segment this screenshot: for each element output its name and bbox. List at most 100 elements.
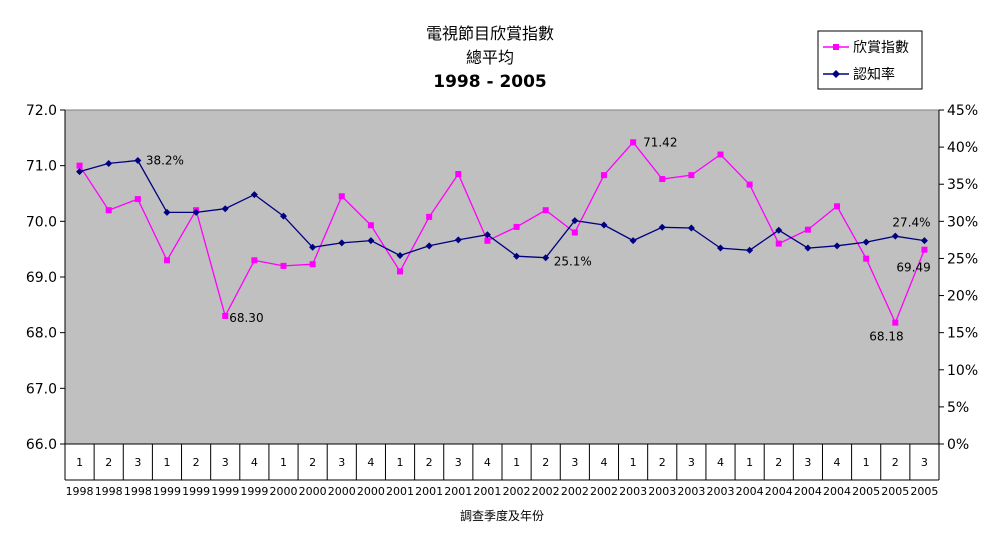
x-tick-quarter: 1 (397, 456, 404, 469)
point-awareness (542, 254, 550, 262)
x-tick-quarter: 2 (105, 456, 112, 469)
point-appreciation (397, 268, 404, 275)
x-tick-year: 2000 (299, 485, 327, 498)
x-tick-quarter: 1 (513, 456, 520, 469)
legend-marker-appreciation (833, 44, 839, 50)
x-tick-quarter: 1 (863, 456, 870, 469)
point-awareness (775, 226, 783, 234)
x-tick-year: 2003 (707, 485, 735, 498)
x-tick-quarter: 4 (484, 456, 491, 469)
y2-tick-label: 10% (947, 363, 978, 379)
x-tick-quarter: 1 (76, 456, 83, 469)
x-tick-year: 2002 (503, 485, 531, 498)
y-tick-label: 71.0 (26, 159, 57, 175)
y2-tick-label: 25% (947, 251, 978, 267)
data-label: 27.4% (892, 216, 930, 230)
point-awareness (920, 237, 928, 245)
data-label: 71.42 (643, 135, 677, 149)
x-tick-year: 1999 (240, 485, 268, 498)
point-awareness (192, 208, 200, 216)
point-awareness (425, 242, 433, 250)
chart-period: 1998 - 2005 (433, 72, 547, 92)
point-awareness (396, 251, 404, 259)
y2-tick-label: 5% (947, 400, 969, 416)
point-awareness (717, 244, 724, 252)
point-awareness (571, 217, 579, 225)
point-awareness (134, 156, 142, 164)
x-tick-quarter: 3 (804, 456, 811, 469)
point-appreciation (251, 257, 258, 264)
x-tick-year: 2000 (270, 485, 298, 498)
point-appreciation (513, 223, 520, 230)
point-awareness (280, 212, 287, 220)
x-tick-year: 1998 (95, 485, 123, 498)
x-tick-quarter: 4 (834, 456, 841, 469)
x-tick-year: 2000 (357, 485, 385, 498)
point-awareness (804, 244, 812, 252)
data-label: 25.1% (554, 255, 592, 269)
point-awareness (687, 224, 695, 232)
y-axis-left: 66.0 67.0 68.0 69.0 70.0 71.0 72.0 (26, 103, 66, 453)
x-tick-year: 1999 (211, 485, 239, 498)
point-awareness (600, 221, 608, 229)
x-axis-table: 1 1998 2 1998 3 1998 1 1999 2 1999 3 1999 4 1999 1 2000… (64, 443, 940, 498)
point-awareness (250, 191, 258, 199)
point-appreciation (863, 255, 870, 262)
point-awareness (862, 238, 870, 246)
point-awareness (105, 159, 113, 167)
y2-tick-label: 0% (947, 437, 969, 453)
point-appreciation (309, 261, 316, 268)
x-tick-year: 2005 (881, 485, 909, 498)
data-label: 69.49 (896, 261, 930, 275)
x-tick-year: 1998 (66, 485, 94, 498)
x-tick-year: 2002 (532, 485, 560, 498)
x-tick-quarter: 2 (309, 456, 316, 469)
x-tick-year: 1998 (124, 485, 152, 498)
point-awareness (309, 243, 317, 251)
point-appreciation (630, 139, 637, 146)
point-appreciation (688, 172, 695, 179)
data-label: 68.18 (869, 330, 903, 344)
point-appreciation (892, 319, 899, 326)
x-tick-quarter: 1 (280, 456, 287, 469)
x-tick-year: 2004 (736, 485, 764, 498)
legend-box (817, 30, 923, 90)
chart-title-block: 電視節目欣賞指數 總平均 1998 - 2005 (340, 22, 640, 94)
point-appreciation (717, 151, 724, 158)
y2-tick-label: 30% (947, 214, 978, 230)
series-line-appreciation (79, 141, 926, 325)
x-tick-year: 1999 (182, 485, 210, 498)
x-tick-quarter: 4 (600, 456, 607, 469)
point-awareness (454, 236, 462, 244)
x-tick-quarter: 2 (659, 456, 666, 469)
y-tick-label: 70.0 (26, 214, 57, 230)
data-label: 38.2% (146, 153, 184, 167)
x-tick-quarter: 2 (426, 456, 433, 469)
point-appreciation (571, 229, 578, 236)
y-tick-label: 69.0 (26, 270, 57, 286)
y-tick-label: 67.0 (26, 381, 57, 397)
point-awareness (483, 231, 491, 239)
point-appreciation (921, 246, 928, 253)
point-awareness (746, 246, 754, 254)
series-line-awareness (79, 159, 925, 259)
chart-subtitle: 總平均 (465, 48, 514, 67)
y-axis-right: 0% 5% 10% 15% 20% 25% 30% 35% 40% 45% (938, 103, 978, 453)
x-axis-title: 調查季度及年份 (460, 508, 544, 523)
x-tick-year: 2003 (677, 485, 705, 498)
x-tick-quarter: 2 (775, 456, 782, 469)
x-tick-year: 2004 (765, 485, 793, 498)
point-appreciation (775, 240, 782, 247)
x-tick-quarter: 3 (222, 456, 229, 469)
x-tick-year: 2001 (386, 485, 414, 498)
x-tick-year: 2004 (823, 485, 851, 498)
x-tick-year: 2001 (444, 485, 472, 498)
point-appreciation (105, 207, 112, 214)
point-awareness (891, 232, 899, 240)
point-awareness (513, 252, 521, 260)
x-tick-quarter: 2 (542, 456, 549, 469)
x-tick-year: 2005 (910, 485, 938, 498)
point-awareness (833, 242, 841, 250)
